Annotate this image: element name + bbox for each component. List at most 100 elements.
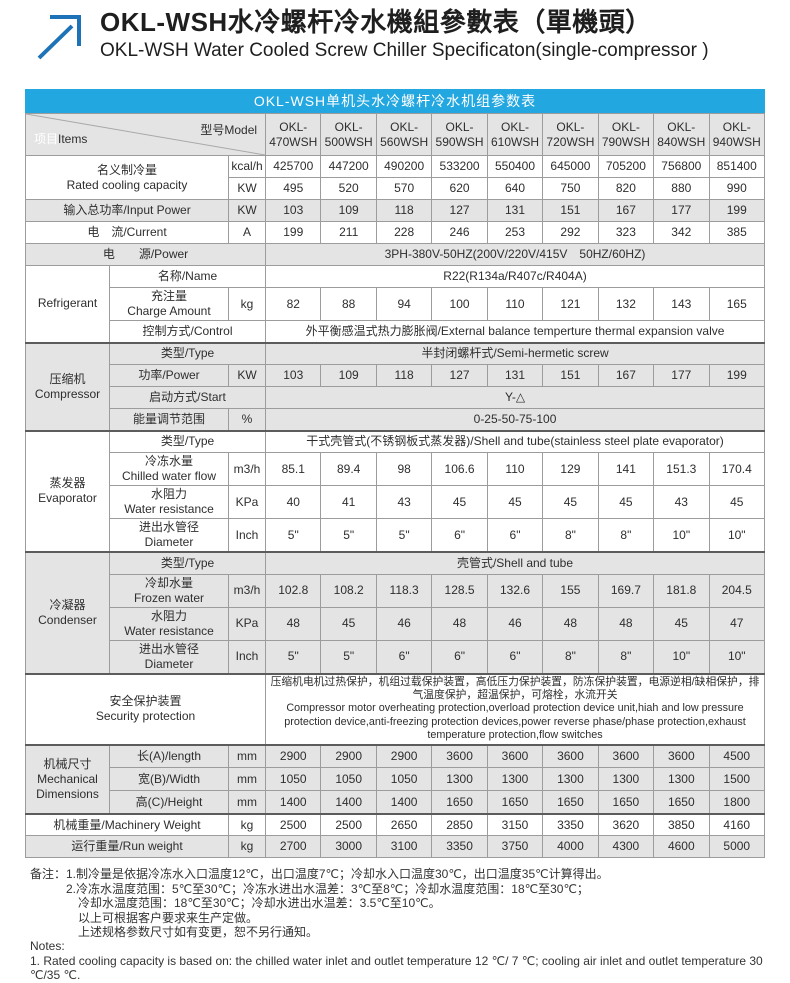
value-cell: 10" [708,639,766,674]
label-cell: 类型/Type [108,551,267,575]
value-cell: 520 [320,177,377,200]
label-cell: 类型/Type [108,429,267,453]
unit-cell: KPa [227,606,267,641]
value-cell: 570 [375,177,433,200]
note-line: 2.冷冻水温度范围：5℃至30℃；冷冻水进出水温差：3℃至8℃；冷却水温度范围：… [30,881,589,896]
model-header-cell: OKL- 840WSH [653,113,710,156]
table-row: 水阻力 Water resistance KPa 48 45 46 48 46 48 48 45 4… [26,606,766,641]
value-cell: 1500 [708,767,766,792]
value-cell: 127 [431,199,488,222]
value-cell: 8" [597,639,655,674]
unit-cell: m3/h [227,452,267,486]
value-cell: 45 [597,485,655,519]
value-cell: 6" [375,639,433,674]
value-cell: 3600 [486,743,544,769]
value-cell: 4500 [708,743,766,769]
value-cell: 228 [375,221,433,244]
unit-cell: % [227,408,267,431]
value-cell: 43 [653,485,710,519]
note-line: 冷却水温度范围：18℃至30℃；冷却水进出水温差：3.5℃至10℃。 [30,896,441,911]
value-cell: 48 [542,606,599,641]
value-cell: 48 [265,606,322,641]
unit-cell: KW [227,364,267,387]
value-cell: 204.5 [708,573,766,608]
value-cell: 46 [375,606,433,641]
unit-cell: kg [227,287,267,321]
table-row: 功率/Power KW 103 109 118 127 131 151 167 177 199 [26,364,766,387]
model-label: 型号Model [200,123,258,137]
diagonal-divider [26,114,265,155]
value-cell: 3350 [542,812,599,837]
value-cell: 645000 [542,155,599,178]
label-cell: 类型/Type [108,341,267,365]
value-cell: 132 [597,287,655,321]
value-cell: 8" [542,518,599,553]
value-cell: 550400 [486,155,544,178]
value-cell: 1050 [320,767,377,792]
label-cell: 机械尺寸 Mechanical Dimensions [25,743,110,815]
table-row: 机械重量/Machinery Weight kg 2500 2500 2650 2850 3… [25,812,766,837]
label-cell: 宽(B)/Width [109,767,229,792]
value-cell: 85.1 [265,452,322,486]
value-cell: 8" [542,639,599,674]
value-cell: 131 [486,199,544,222]
table-row: 冷冻水量 Chilled water flow m3/h 85.1 89.4 98 106… [26,452,766,486]
value-cell: 2500 [320,812,377,837]
label-cell: 电 源/Power [24,243,267,266]
value-cell: 1300 [653,767,710,792]
label-cell: 功率/Power [109,364,229,387]
label-cell: 输入总功率/Input Power [25,199,229,222]
value-cell: 385 [708,221,766,244]
label-cell: 能量调节范围 [109,408,229,431]
value-cell: 82 [265,287,322,321]
label-cell: 机械重量/Machinery Weight [25,812,229,837]
model-header-cell: OKL- 560WSH [375,113,433,156]
page-header: OKL-WSH水冷螺杆冷水機組參數表（單機頭） OKL-WSH Water Co… [0,0,790,62]
value-cell: 425700 [265,155,322,178]
note-line: 以上可根据客户要求来生产定做。 [30,910,259,925]
value-cell: 106.6 [431,452,488,486]
unit-cell: kg [227,835,267,859]
table-row: 项目Items 型号Model OKL- 470WSH OKL- 500WSH OKL-… [24,113,766,156]
value-cell: 3600 [597,743,655,769]
value-cell: 121 [542,287,599,321]
table-row: 冷凝器 Condenser 类型/Type 壳管式/Shell and tube [25,551,765,674]
value-cell: 4160 [708,812,766,837]
value-cell: 211 [320,221,377,244]
value-cell: 165 [708,287,766,321]
unit-cell: m3/h [227,573,267,608]
value-cell: 756800 [653,155,710,178]
note-line: 上述规格参数尺寸如有变更，恕不另行通知。 [30,924,319,939]
value-cell: 3150 [486,812,544,837]
value-cell: 45 [431,485,488,519]
table-row: 名义制冷量 Rated cooling capacity kcal/h 425700… [25,155,766,200]
model-header-cell: OKL- 940WSH [708,113,766,156]
value-cell: 880 [653,177,710,200]
value-cell: 167 [597,199,655,222]
spec-table: 项目Items 型号Model OKL- 470WSH OKL- 500WSH OKL-… [24,113,766,859]
value-cell: 118.3 [375,573,433,608]
value-cell: 1300 [431,767,488,792]
value-cell: 1300 [486,767,544,792]
value-cell: 5000 [708,835,766,859]
label-cell: Refrigerant [25,265,110,343]
value-cell: 10" [653,639,710,674]
unit-cell: Inch [227,518,267,553]
value-cell: 1650 [597,790,655,815]
table-row: 安全保护装置 Security protection 压缩机电机过热保护，机组过载… [24,672,765,746]
table-row: 进出水管径 Diameter Inch 5" 5" 5" 6" 6" 8" 8" 10" 10" [26,518,766,553]
label-cell: 启动方式/Start [108,386,267,409]
value-cell: 1300 [597,767,655,792]
items-label: 项目Items [34,132,88,146]
value-cell: 181.8 [653,573,710,608]
items-model-corner-cell: 项目Items 型号Model [24,113,267,156]
label-cell: 水阻力 Water resistance [109,606,229,641]
value-cell: 1050 [375,767,433,792]
value-cell: 45 [320,606,377,641]
value-cell: 495 [265,177,322,200]
label-cell: 名义制冷量 Rated cooling capacity [25,155,229,200]
value-cell: 3100 [375,835,433,859]
value-cell: 1050 [265,767,322,792]
label-cell: 充注量 Charge Amount [109,287,229,321]
table-row: 启动方式/Start Y-△ [26,386,765,409]
